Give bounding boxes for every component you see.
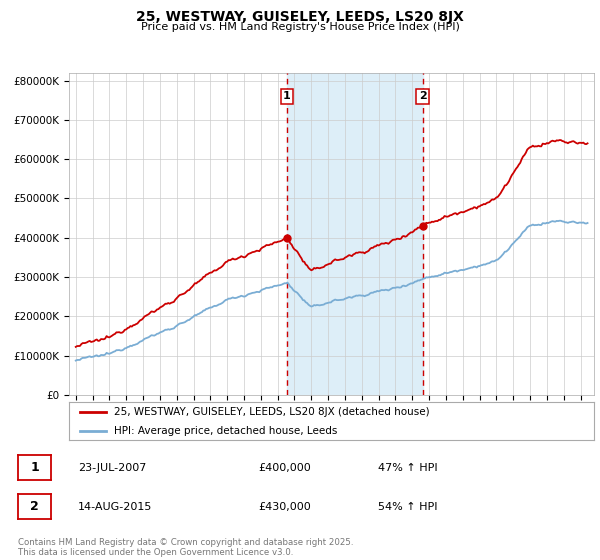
Bar — [287, 73, 423, 395]
Text: £430,000: £430,000 — [258, 502, 311, 512]
Text: 1: 1 — [283, 91, 291, 101]
Text: 2: 2 — [419, 91, 427, 101]
Text: 25, WESTWAY, GUISELEY, LEEDS, LS20 8JX (detached house): 25, WESTWAY, GUISELEY, LEEDS, LS20 8JX (… — [113, 407, 429, 417]
Text: Contains HM Land Registry data © Crown copyright and database right 2025.
This d: Contains HM Land Registry data © Crown c… — [18, 538, 353, 557]
Text: 54% ↑ HPI: 54% ↑ HPI — [378, 502, 437, 512]
Text: 47% ↑ HPI: 47% ↑ HPI — [378, 463, 437, 473]
Text: 1: 1 — [30, 461, 39, 474]
Text: 2: 2 — [30, 500, 39, 514]
Text: HPI: Average price, detached house, Leeds: HPI: Average price, detached house, Leed… — [113, 426, 337, 436]
Text: 14-AUG-2015: 14-AUG-2015 — [78, 502, 152, 512]
Text: 25, WESTWAY, GUISELEY, LEEDS, LS20 8JX: 25, WESTWAY, GUISELEY, LEEDS, LS20 8JX — [136, 10, 464, 24]
Text: £400,000: £400,000 — [258, 463, 311, 473]
Text: 23-JUL-2007: 23-JUL-2007 — [78, 463, 146, 473]
Text: Price paid vs. HM Land Registry's House Price Index (HPI): Price paid vs. HM Land Registry's House … — [140, 22, 460, 32]
